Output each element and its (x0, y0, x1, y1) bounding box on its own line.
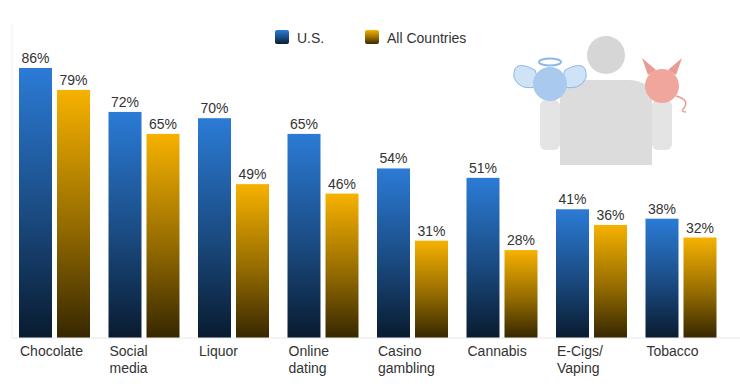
category-label: E-Cigs/Vaping (557, 343, 603, 376)
category-label-line: Social (110, 343, 148, 359)
category-label-line: Casino (378, 343, 422, 359)
bar (19, 68, 52, 338)
category-label: Onlinedating (289, 343, 330, 376)
data-label: 38% (648, 201, 676, 217)
bar (57, 90, 90, 338)
data-label: 28% (507, 232, 535, 248)
data-label: 65% (290, 116, 318, 132)
category-label-line: gambling (378, 360, 435, 376)
bar (109, 112, 142, 338)
category-label: Tobacco (647, 343, 699, 359)
legend-label: U.S. (297, 30, 324, 46)
icon-head (587, 36, 625, 74)
icon-arm (540, 100, 560, 150)
bar (684, 238, 717, 338)
bar (288, 134, 321, 338)
category-label-line: Tobacco (647, 343, 699, 359)
bar (646, 219, 679, 338)
bar (326, 194, 359, 338)
bar (236, 184, 269, 338)
data-labels: 86% 79% 72% 65% 70% 49% 65% 46% 54% 31% 51% 28% 41% 3… (21, 50, 714, 248)
bars (19, 68, 717, 338)
bar (377, 168, 410, 338)
bar (505, 250, 538, 338)
category-label-line: Chocolate (20, 343, 83, 359)
category-label: Liquor (199, 343, 238, 359)
category-label-line: media (110, 360, 148, 376)
data-label: 54% (379, 150, 407, 166)
bar (198, 118, 231, 338)
bar (147, 134, 180, 338)
icon-body (560, 80, 652, 165)
category-label: Chocolate (20, 343, 83, 359)
data-label: 41% (558, 191, 586, 207)
y-axis-line (12, 24, 13, 338)
bar (415, 241, 448, 338)
category-label: Casinogambling (378, 343, 435, 376)
category-label-line: E-Cigs/ (557, 343, 603, 359)
category-label-line: Cannabis (468, 343, 527, 359)
data-label: 49% (238, 166, 266, 182)
chart: U.S. All Countries 86% 79% 72% 65% 70% 49% 65% 46… (0, 0, 740, 389)
icon-devil (645, 69, 679, 103)
category-label: Cannabis (468, 343, 527, 359)
data-label: 51% (469, 160, 497, 176)
baseline (12, 338, 740, 339)
category-label-line: Liquor (199, 343, 238, 359)
legend-swatch (365, 30, 379, 44)
bar (594, 225, 627, 338)
legend-label: All Countries (387, 30, 466, 46)
legend-swatch (275, 30, 289, 44)
icon-arm (652, 100, 672, 150)
data-label: 31% (417, 223, 445, 239)
data-label: 86% (21, 50, 49, 66)
data-label: 32% (686, 220, 714, 236)
category-label-line: Online (289, 343, 330, 359)
data-label: 46% (328, 176, 356, 192)
bar (556, 209, 589, 338)
data-label: 65% (149, 116, 177, 132)
data-label: 79% (59, 72, 87, 88)
icon-halo (539, 59, 561, 66)
icon-angel (533, 67, 567, 101)
data-label: 36% (596, 207, 624, 223)
data-label: 72% (111, 94, 139, 110)
category-label: Socialmedia (110, 343, 148, 376)
data-label: 70% (200, 100, 228, 116)
icon (514, 36, 686, 165)
icon-tail (676, 96, 686, 112)
category-label-line: Vaping (557, 360, 600, 376)
bar (467, 178, 500, 338)
category-label-line: dating (289, 360, 327, 376)
